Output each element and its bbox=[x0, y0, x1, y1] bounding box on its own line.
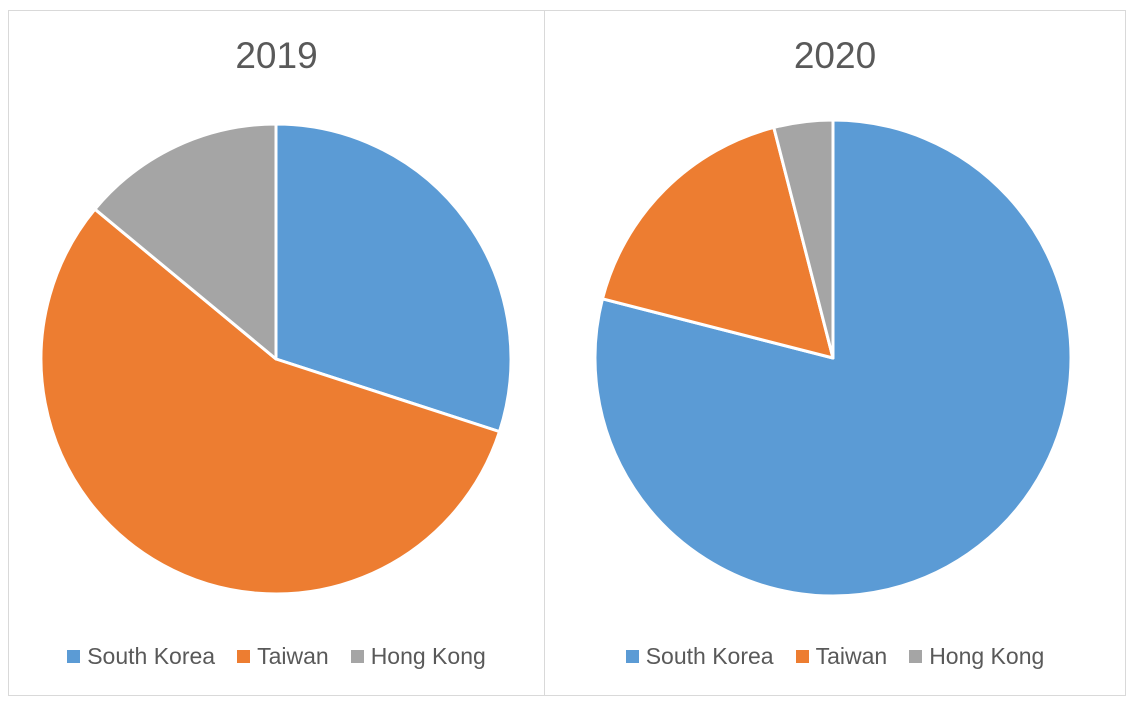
legend-item-taiwan: Taiwan bbox=[795, 643, 888, 670]
legend-swatch-south-korea bbox=[625, 650, 639, 663]
legend-item-hong-kong: Hong Kong bbox=[350, 643, 486, 670]
legend-item-hong-kong: Hong Kong bbox=[909, 643, 1044, 670]
legend-swatch-hong-kong bbox=[909, 650, 923, 663]
legend-swatch-taiwan bbox=[237, 650, 251, 663]
legend-label: Hong Kong bbox=[929, 643, 1045, 669]
legend-item-taiwan: Taiwan bbox=[237, 643, 329, 670]
legend-label: Hong Kong bbox=[370, 643, 486, 669]
legend-label: South Korea bbox=[645, 643, 774, 669]
legend: South Korea Taiwan Hong Kong bbox=[9, 643, 544, 670]
pie-slice-hong-kong bbox=[772, 118, 835, 360]
legend: South Korea Taiwan Hong Kong bbox=[545, 643, 1125, 670]
pie-plot-area bbox=[593, 118, 1073, 598]
pie-chart-2020: 2020 South Korea Taiwan Hong Kong bbox=[544, 10, 1126, 696]
pie-slice-hong-kong bbox=[93, 122, 278, 361]
chart-title: 2019 bbox=[235, 35, 318, 76]
pie-slice-taiwan bbox=[39, 207, 501, 596]
legend-label: South Korea bbox=[87, 643, 216, 669]
legend-item-south-korea: South Korea bbox=[67, 643, 215, 670]
pie-chart-2019: 2019 South Korea Taiwan Hong Kong bbox=[8, 10, 545, 696]
legend-swatch-taiwan bbox=[795, 650, 809, 663]
pie-slice-south-korea bbox=[274, 122, 513, 434]
legend-item-south-korea: South Korea bbox=[625, 643, 774, 670]
legend-label: Taiwan bbox=[815, 643, 888, 669]
legend-swatch-south-korea bbox=[67, 650, 81, 663]
legend-swatch-hong-kong bbox=[350, 650, 364, 663]
legend-label: Taiwan bbox=[257, 643, 329, 669]
pie-plot-area bbox=[39, 122, 513, 596]
pie-slice-taiwan bbox=[600, 125, 835, 360]
chart-title: 2020 bbox=[793, 35, 877, 76]
